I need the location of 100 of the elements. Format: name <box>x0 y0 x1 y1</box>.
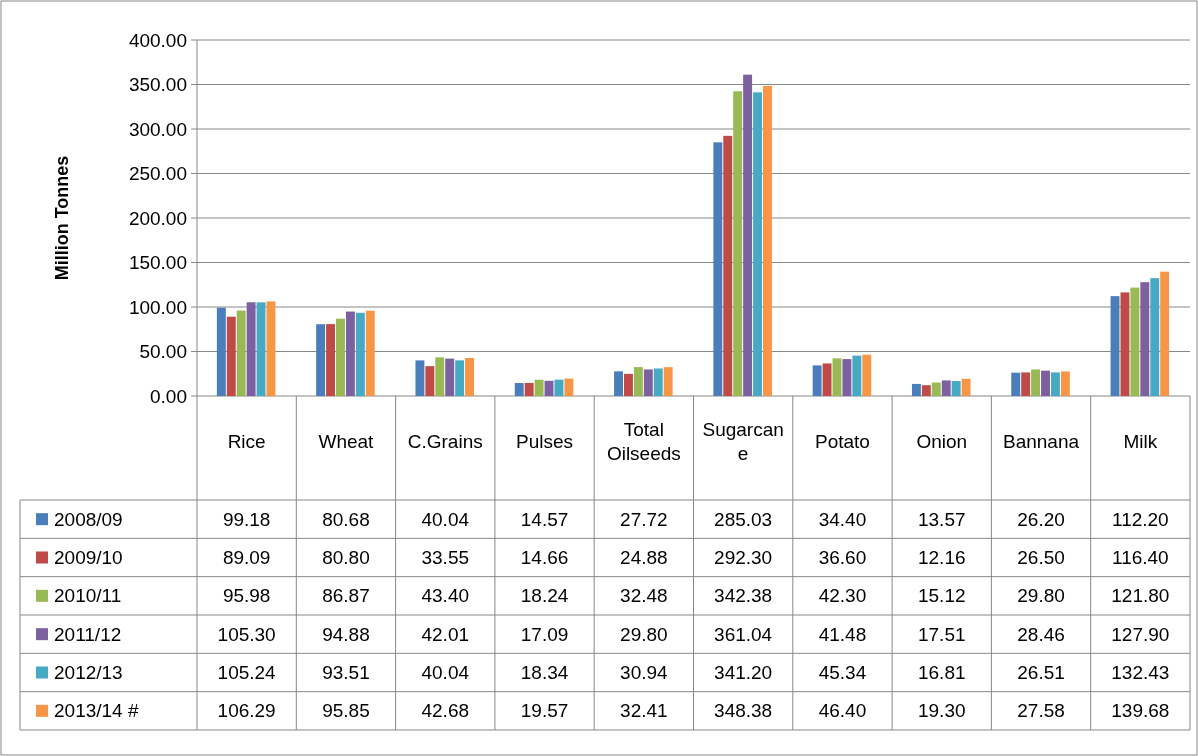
data-label: 121.80 <box>1111 585 1170 607</box>
data-label: 45.34 <box>818 662 867 684</box>
y-tick-label: 50.00 <box>139 341 187 363</box>
bar <box>524 382 534 396</box>
data-label: 36.60 <box>818 547 867 569</box>
data-label: 16.81 <box>917 662 966 684</box>
bar <box>236 310 246 396</box>
data-label: 15.12 <box>917 585 966 607</box>
data-label: 116.40 <box>1112 547 1169 569</box>
legend-label: 2008/09 <box>54 508 123 530</box>
x-tick-label: Wheat <box>318 431 375 452</box>
bar <box>246 302 256 396</box>
data-label: 86.87 <box>322 585 370 607</box>
data-label: 139.68 <box>1111 700 1170 722</box>
y-tick-label: 400.00 <box>128 29 187 51</box>
bar <box>1050 372 1060 396</box>
y-axis-title: Million Tonnes <box>52 155 72 281</box>
bar <box>355 312 365 396</box>
data-label: 33.55 <box>421 547 470 569</box>
bar <box>415 360 425 396</box>
bar <box>832 358 842 396</box>
legend-label: 2012/13 <box>54 662 123 684</box>
x-tick-label: C.Grains <box>407 431 483 452</box>
data-label: 99.18 <box>222 508 271 530</box>
data-label: 95.98 <box>222 585 271 607</box>
bar <box>336 318 345 396</box>
data-label: 18.24 <box>520 585 569 607</box>
bar <box>1110 296 1120 396</box>
data-label: 94.88 <box>322 623 370 645</box>
x-tick-label: Bannana <box>1003 431 1080 452</box>
bar <box>842 359 852 396</box>
bar <box>822 363 832 396</box>
data-label: 26.51 <box>1017 662 1065 684</box>
legend-label: 2010/11 <box>54 585 122 607</box>
data-label: 30.94 <box>620 662 669 684</box>
bar <box>1011 372 1021 396</box>
data-label: 42.30 <box>818 585 867 607</box>
data-label: 27.72 <box>620 508 668 530</box>
data-label: 40.04 <box>421 662 470 684</box>
y-tick-label: 150.00 <box>128 252 187 274</box>
y-tick-label: 350.00 <box>128 74 187 96</box>
bar <box>663 367 673 396</box>
data-label: 27.58 <box>1017 700 1065 722</box>
x-tick-label: Potato <box>814 431 870 452</box>
data-label: 19.30 <box>917 700 966 722</box>
x-tick-label: Onion <box>916 431 968 452</box>
bar <box>723 135 733 396</box>
bar <box>643 369 653 396</box>
data-label: 106.29 <box>217 700 276 722</box>
bar <box>226 316 236 396</box>
bar <box>713 142 723 396</box>
bar <box>365 310 375 396</box>
y-tick-label: 100.00 <box>128 296 187 318</box>
data-label: 42.01 <box>421 623 470 645</box>
bar <box>445 358 455 396</box>
bar <box>534 379 544 396</box>
bar <box>326 324 336 396</box>
legend-label: 2011/12 <box>54 623 122 645</box>
bar <box>951 381 961 396</box>
data-label: 29.80 <box>1017 585 1065 607</box>
x-tick-label: Pulses <box>516 431 574 452</box>
bar <box>216 307 226 396</box>
data-label: 93.51 <box>322 662 370 684</box>
bar <box>256 302 266 396</box>
data-label: 17.51 <box>917 623 966 645</box>
data-label: 46.40 <box>818 700 867 722</box>
data-label: 34.40 <box>818 508 867 530</box>
bar <box>921 385 931 396</box>
data-label: 13.57 <box>917 508 966 530</box>
data-label: 285.03 <box>714 508 773 530</box>
data-label: 24.88 <box>620 547 668 569</box>
data-label: 14.66 <box>520 547 569 569</box>
x-tick-label: Sugarcane <box>702 419 784 464</box>
data-label: 28.46 <box>1017 623 1065 645</box>
data-label: 112.20 <box>1112 508 1169 530</box>
bar <box>753 92 763 396</box>
data-label: 80.68 <box>322 508 370 530</box>
data-label: 32.48 <box>620 585 668 607</box>
x-tick-label: Total Oilseeds <box>606 419 681 464</box>
data-label: 348.38 <box>714 700 773 722</box>
data-label: 292.30 <box>714 547 773 569</box>
data-label: 95.85 <box>322 700 370 722</box>
bar <box>316 324 326 396</box>
data-label: 17.09 <box>520 623 569 645</box>
bar <box>1160 271 1170 396</box>
bar <box>266 301 276 396</box>
y-tick-label: 300.00 <box>128 118 187 140</box>
x-tick-label: Milk <box>1123 431 1158 452</box>
data-label: 14.57 <box>520 508 569 530</box>
bar <box>862 354 872 396</box>
bar <box>1060 371 1070 396</box>
data-label: 42.68 <box>421 700 470 722</box>
bar <box>763 85 772 396</box>
bar <box>1140 282 1150 396</box>
bar <box>1130 287 1140 396</box>
bar <box>614 371 623 396</box>
bar <box>633 367 643 396</box>
data-label: 26.20 <box>1017 508 1065 530</box>
bar <box>1041 370 1050 396</box>
x-tick-label: Rice <box>227 431 266 452</box>
